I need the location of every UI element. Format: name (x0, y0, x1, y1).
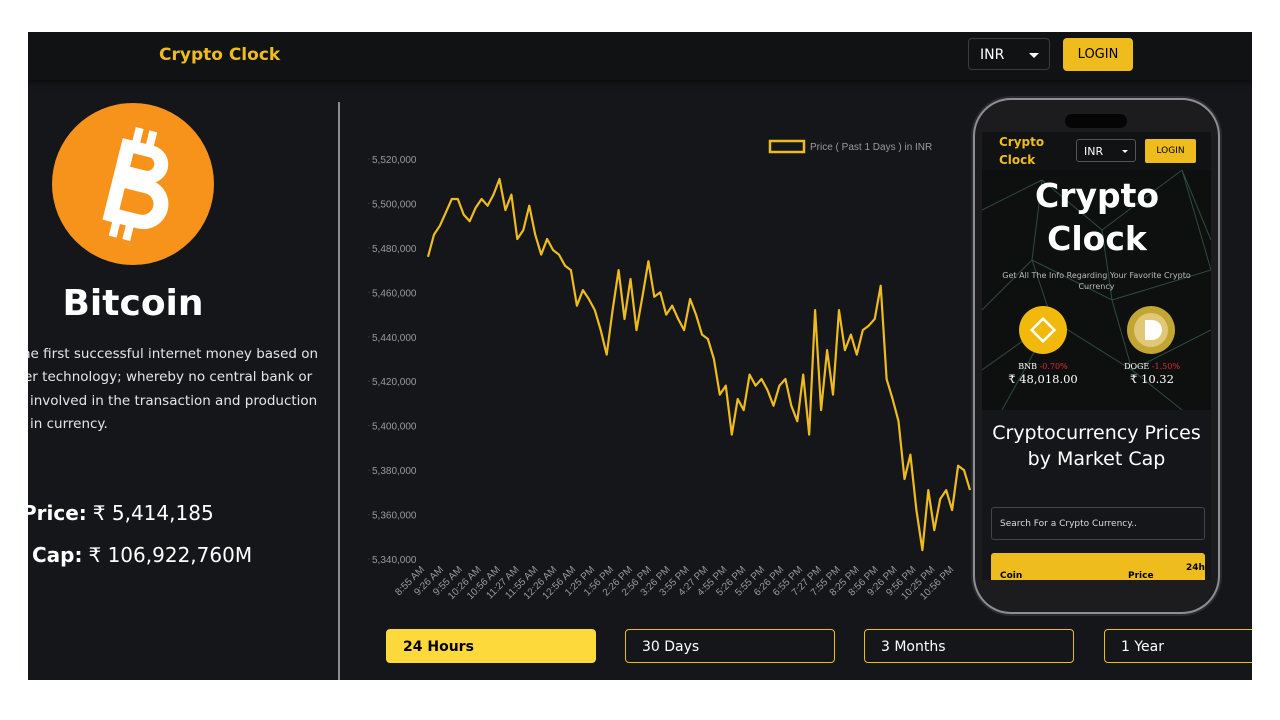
stat-label: Price: (28, 501, 87, 525)
description-line: involved in the transaction and producti… (30, 392, 318, 409)
stat-label: Cap: (32, 543, 83, 567)
legend-swatch (768, 139, 806, 154)
y-tick-label: 5,520,000 (372, 155, 417, 166)
coin-description: he first successful internet money based… (28, 343, 338, 436)
top-bar: Crypto Clock INR LOGIN (28, 32, 1252, 80)
legend-label: Price ( Past 1 Days ) in INR (810, 142, 932, 153)
divider (338, 102, 340, 680)
phone-currency: INR (1084, 145, 1104, 158)
coin-price: ₹ 48,018.00 (1008, 372, 1078, 386)
range-button[interactable]: 24 Hours (386, 629, 596, 663)
phone-login[interactable]: LOGIN (1145, 139, 1196, 163)
bitcoin-logo (52, 103, 214, 265)
y-tick-label: 5,360,000 (372, 511, 417, 522)
y-tick-label: 5,480,000 (372, 244, 417, 255)
hero-network (982, 170, 1211, 410)
stat-value: ₹ 5,414,185 (92, 501, 214, 525)
coin-panel: Bitcoin he first successful internet mon… (28, 80, 338, 680)
cap-stat: Cap: ₹ 106,922,760M (32, 543, 252, 567)
y-tick-label: 5,460,000 (372, 288, 417, 299)
y-tick-label: 5,380,000 (372, 466, 417, 477)
caret (1122, 150, 1128, 153)
trending-coin[interactable]: BNB -0.70% ₹ 48,018.00 (993, 362, 1093, 386)
caret (1029, 53, 1039, 58)
description-line: he first successful internet money based… (28, 346, 319, 362)
y-tick-label: 5,500,000 (372, 199, 417, 210)
description-line: in currency. (30, 415, 108, 432)
brand[interactable]: Crypto Clock (159, 45, 281, 65)
section-title: Cryptocurrency Prices by Market Cap (992, 422, 1201, 470)
price-chart: 5,340,000 5,360,000 5,380,000 5,400,000 5,42… (368, 139, 972, 602)
phone-mockup: Crypto Clock INR LOGIN Crypto Clock Get … (975, 100, 1218, 612)
login-button[interactable]: LOGIN (1063, 38, 1133, 71)
y-tick-label: 5,400,000 (372, 422, 417, 433)
range-button[interactable]: 1 Year (1104, 629, 1252, 663)
column-header: Price (1128, 571, 1154, 580)
price-stat: Price: ₹ 5,414,185 (28, 501, 214, 525)
coin-name: Bitcoin (62, 283, 204, 324)
column-header: Coin (1000, 571, 1023, 580)
coin-price: ₹ 10.32 (1130, 372, 1174, 386)
description-line: er technology; whereby no central bank o… (28, 369, 313, 386)
trending-coin[interactable]: DOGE -1.50% ₹ 10.32 (1102, 362, 1202, 386)
coin-icons (1019, 306, 1175, 354)
hero-title: Crypto Clock (1034, 176, 1160, 258)
range-button[interactable]: 3 Months (864, 629, 1074, 663)
hero: Crypto Clock Get All The Info Regarding … (982, 170, 1211, 410)
currency-select[interactable]: INR (968, 38, 1050, 70)
price-line (426, 177, 972, 552)
phone-brand[interactable]: Crypto Clock (999, 135, 1045, 167)
y-tick-label: 5,340,000 (372, 555, 417, 566)
coin-change: -0.70% (1039, 362, 1068, 371)
coin-symbol: DOGE (1124, 362, 1150, 371)
phone-currency-select[interactable]: INR (1076, 139, 1136, 162)
search-input[interactable]: Search For a Crypto Currency.. (991, 507, 1205, 540)
phone-screen: Crypto Clock INR LOGIN Crypto Clock Get … (982, 132, 1211, 580)
currency: INR (980, 47, 1005, 63)
phone-notch (1065, 114, 1127, 128)
hero-subtitle: Get All The Info Regarding Your Favorite… (1002, 271, 1191, 291)
phone-header: Crypto Clock INR LOGIN (982, 132, 1211, 170)
y-tick-label: 5,420,000 (372, 377, 417, 388)
table-header: Coin Price 24h (991, 553, 1205, 580)
column-header: 24h (1186, 563, 1205, 573)
stat-value: ₹ 106,922,760M (88, 543, 253, 567)
y-tick-label: 5,440,000 (372, 333, 417, 344)
range-button[interactable]: 30 Days (625, 629, 835, 663)
coin-change: -1.50% (1151, 362, 1180, 371)
coin-symbol: BNB (1018, 362, 1038, 371)
